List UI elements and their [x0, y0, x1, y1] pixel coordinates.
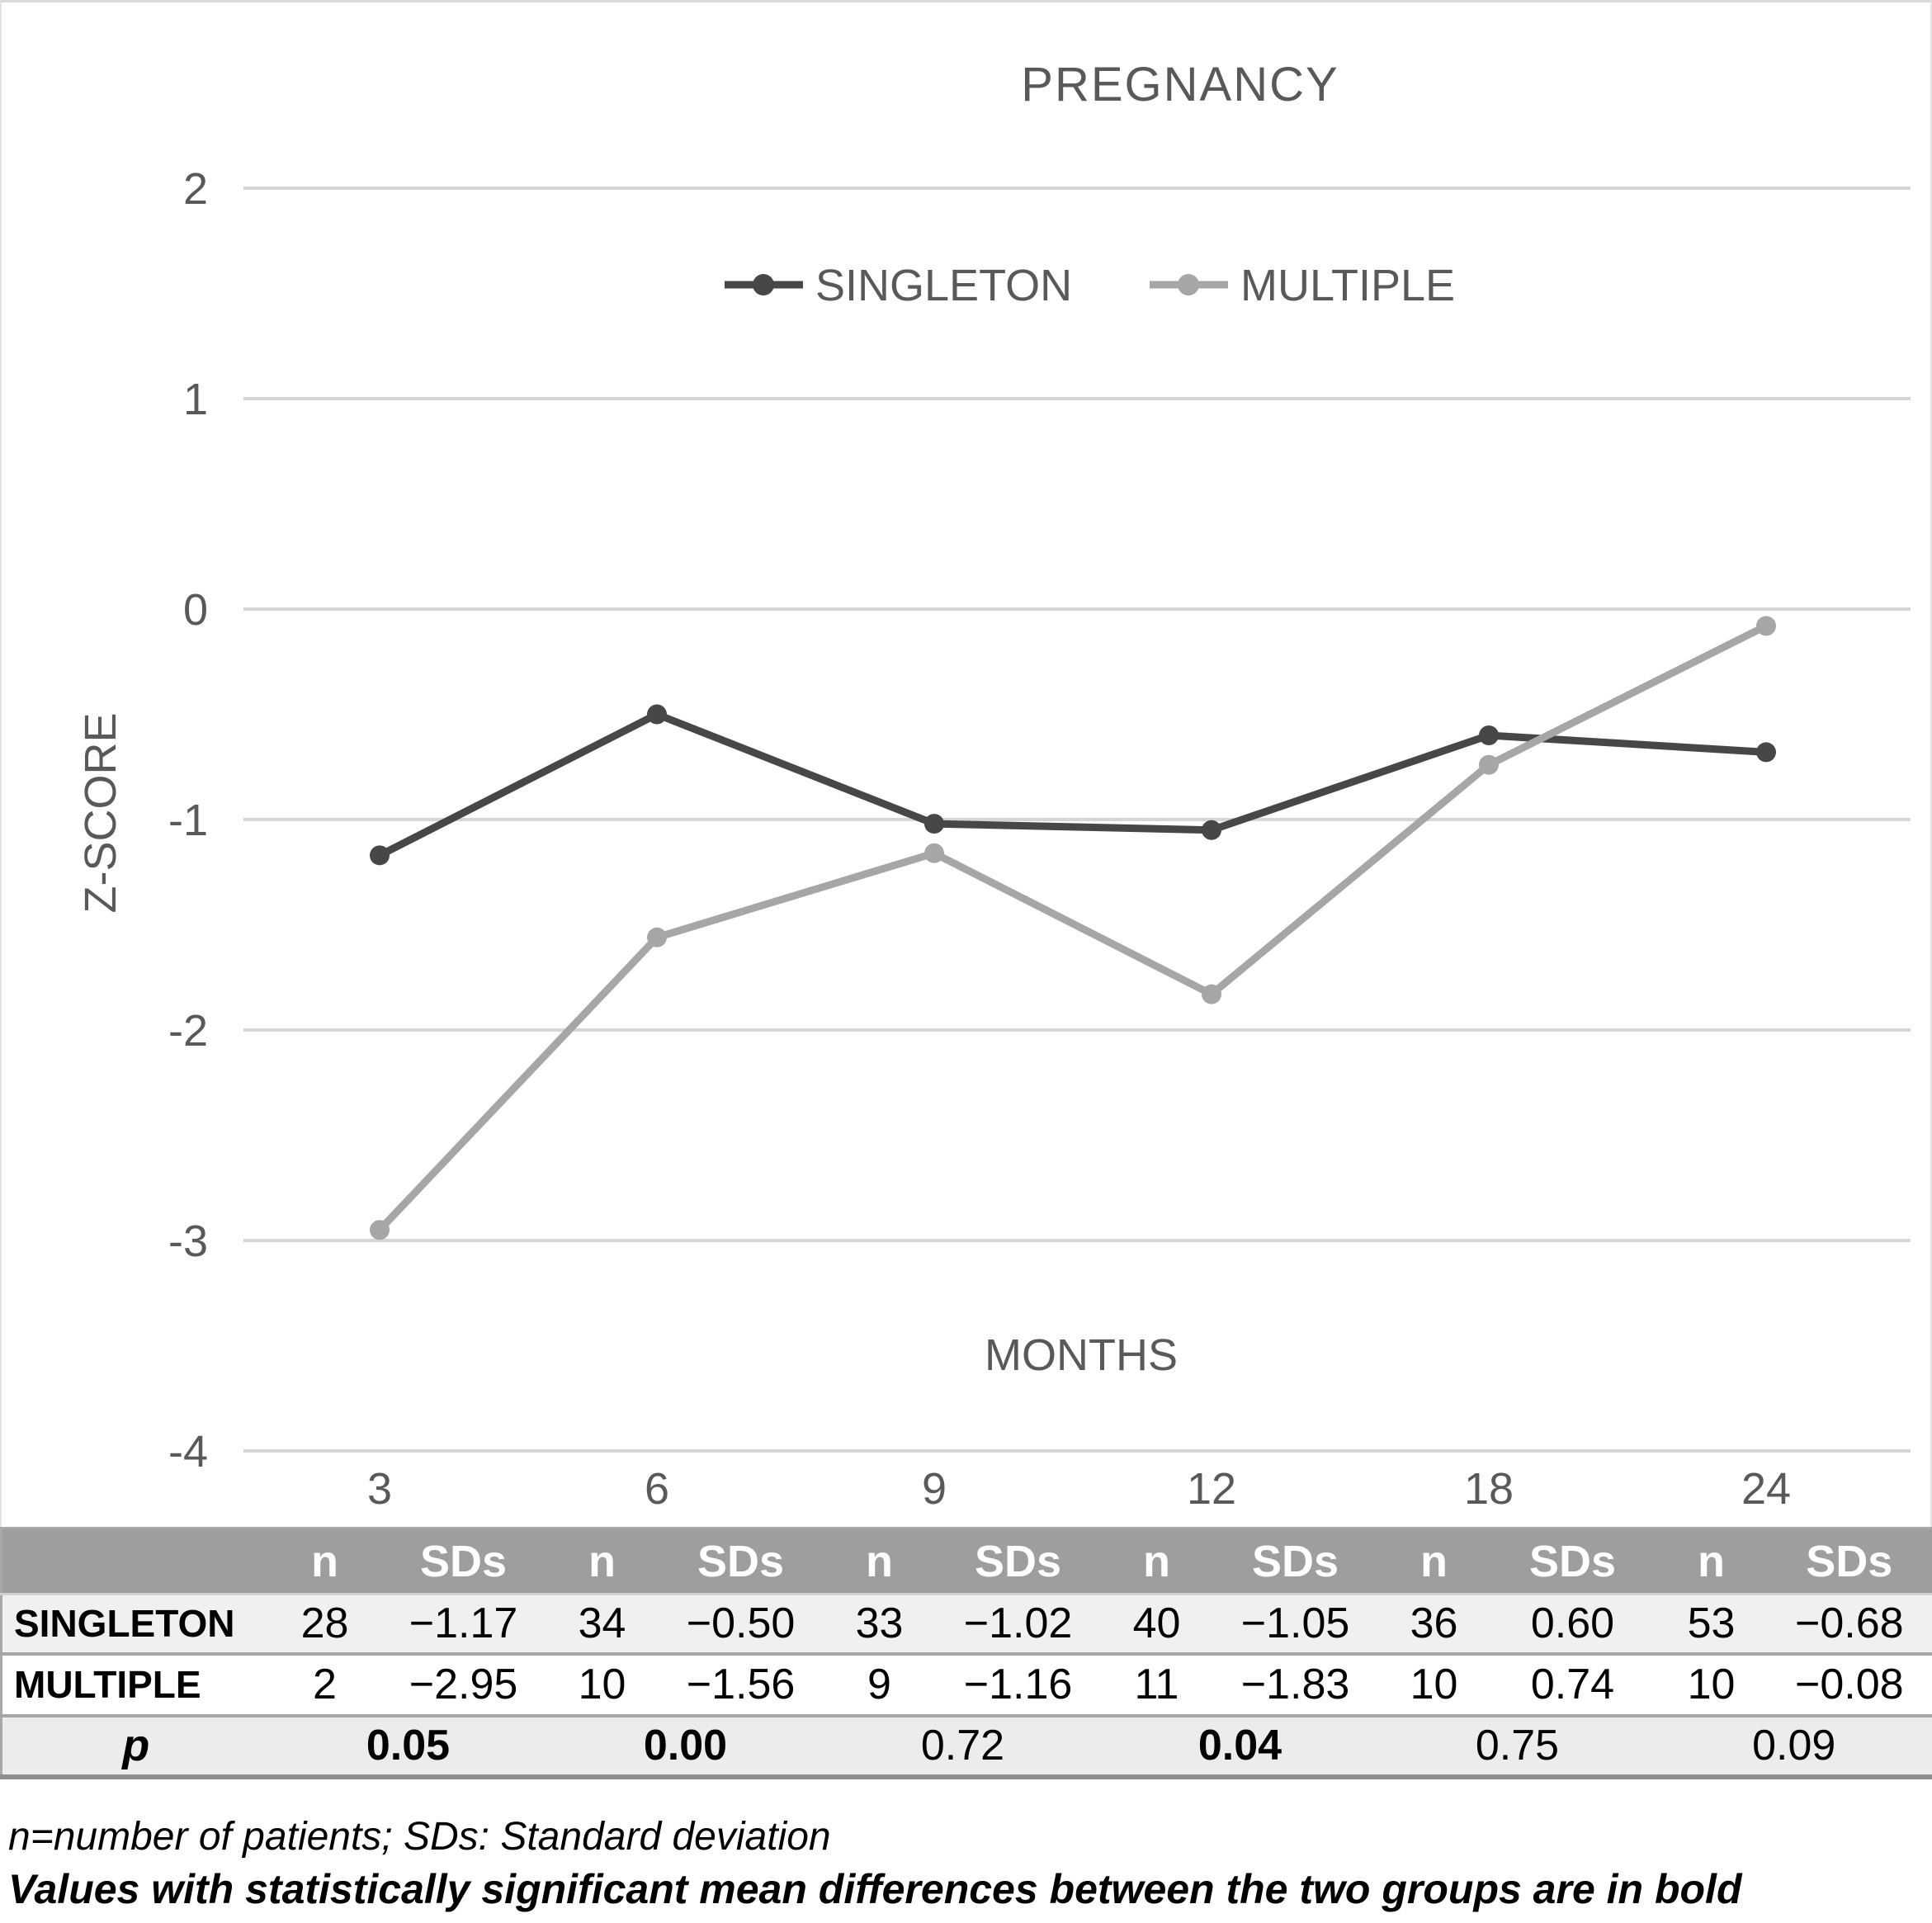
- legend-label-singleton: SINGLETON: [815, 261, 1072, 310]
- table-cell: −1.83: [1240, 1661, 1350, 1708]
- chart-frame: [0, 0, 1932, 1527]
- table-header-row: n SDs n SDs n SDs n SDs n SDs n SDs: [1, 1528, 1932, 1595]
- data-point-multiple: [370, 1220, 390, 1240]
- series-line-multiple: [376, 622, 1769, 1233]
- col-header-n: n: [1698, 1536, 1725, 1586]
- table-cell: −1.56: [686, 1661, 796, 1708]
- footnote-bold-note: Values with statistically significant me…: [8, 1866, 1742, 1912]
- table-cell: 10: [1410, 1661, 1458, 1708]
- table-cell: 11: [1134, 1661, 1179, 1708]
- data-point-multiple: [924, 843, 944, 863]
- p-value-cell: 0.04: [1197, 1722, 1282, 1769]
- table-cell: 33: [855, 1599, 904, 1648]
- table-cell: 0.60: [1530, 1599, 1615, 1648]
- y-tick-label: -4: [168, 1427, 208, 1477]
- p-value-cell: 0.09: [1752, 1722, 1836, 1769]
- p-value-cell: 0.72: [920, 1722, 1005, 1769]
- table-cell: 34: [578, 1599, 626, 1648]
- p-row-label: p: [122, 1721, 150, 1770]
- p-value-cell: 0.05: [366, 1722, 451, 1769]
- stats-table: n SDs n SDs n SDs n SDs n SDs n SDs SINGLETON 28 −1.17…: [0, 1527, 1932, 1779]
- p-value-cell: 0.00: [643, 1722, 728, 1769]
- table-cell: −2.95: [409, 1661, 518, 1708]
- data-point-multiple: [647, 927, 667, 947]
- table-row-singleton: SINGLETON 28 −1.17 34 −0.50 33 −1.02 40 −1.05 36 0…: [1, 1594, 1932, 1654]
- row-label: MULTIPLE: [14, 1663, 201, 1706]
- data-point-multiple: [1479, 754, 1499, 775]
- col-header-sds: SDs: [1528, 1536, 1617, 1586]
- pregnancy-chart-svg: 2 1 0 -1 -2 -3 -4 3 6 9 12 18 24 PREGNANCY Z-SCORE MONT…: [76, 58, 1911, 1514]
- table-cell: −0.08: [1794, 1661, 1904, 1708]
- col-header-sds: SDs: [697, 1536, 785, 1586]
- table-row-p: p 0.05 0.00 0.72 0.04 0.75 0.09: [1, 1715, 1932, 1777]
- table-cell: −1.05: [1240, 1599, 1350, 1648]
- legend-marker-icon: [753, 274, 774, 295]
- table-cell: 9: [867, 1661, 891, 1708]
- x-tick-label: 9: [922, 1464, 947, 1514]
- table-cell: −1.02: [963, 1599, 1073, 1648]
- y-tick-label: -1: [168, 796, 208, 845]
- p-value-cell: 0.75: [1475, 1722, 1560, 1769]
- data-point-singleton: [1479, 725, 1499, 745]
- col-header-n: n: [588, 1536, 616, 1586]
- row-label: SINGLETON: [14, 1602, 235, 1646]
- x-axis-title: MONTHS: [985, 1330, 1178, 1380]
- data-point-singleton: [1756, 742, 1776, 763]
- y-tick-label: 0: [183, 585, 208, 635]
- data-point-singleton: [370, 845, 390, 866]
- table-cell: 2: [313, 1661, 337, 1708]
- table-cell: 36: [1410, 1599, 1458, 1648]
- col-header-sds: SDs: [419, 1536, 508, 1586]
- y-tick-label: -2: [168, 1006, 208, 1056]
- table-cell: 28: [300, 1599, 349, 1648]
- table-cell: −0.68: [1794, 1599, 1904, 1648]
- table-cell: 10: [1687, 1661, 1736, 1708]
- table-cell: 53: [1687, 1599, 1736, 1648]
- table-cell: 0.74: [1530, 1661, 1615, 1708]
- table-cell: −0.50: [686, 1599, 796, 1648]
- col-header-n: n: [1420, 1536, 1448, 1586]
- legend-marker-icon: [1178, 274, 1199, 295]
- stats-table-body: n SDs n SDs n SDs n SDs n SDs n SDs SINGLETON 28 −1.17…: [1, 1528, 1932, 1777]
- col-header-n: n: [311, 1536, 338, 1586]
- col-header-n: n: [866, 1536, 893, 1586]
- series-line-singleton: [377, 711, 1767, 859]
- x-tick-label: 6: [645, 1464, 669, 1514]
- col-header-sds: SDs: [1251, 1536, 1339, 1586]
- data-point-multiple: [1756, 616, 1776, 636]
- footnote-abbreviations: n=number of patients; SDs: Standard devi…: [8, 1815, 831, 1859]
- data-point-multiple: [1202, 984, 1221, 1004]
- table-header-spacer: [2, 1528, 270, 1595]
- table-cell: 10: [578, 1661, 626, 1708]
- col-header-sds: SDs: [1806, 1536, 1893, 1586]
- x-tick-label: 12: [1187, 1464, 1236, 1514]
- y-tick-label: 1: [183, 375, 208, 424]
- col-header-sds: SDs: [974, 1536, 1062, 1586]
- table-cell: 40: [1132, 1599, 1181, 1648]
- data-point-singleton: [1202, 820, 1221, 840]
- col-header-n: n: [1143, 1536, 1170, 1586]
- legend-label-multiple: MULTIPLE: [1240, 261, 1455, 310]
- y-axis-title: Z-SCORE: [76, 713, 125, 914]
- chart-title: PREGNANCY: [1021, 58, 1339, 111]
- y-tick-label: 2: [183, 164, 208, 214]
- x-tick-label: 24: [1741, 1464, 1791, 1514]
- y-tick-label: -3: [168, 1217, 208, 1266]
- table-row-multiple: MULTIPLE 2 −2.95 10 −1.56 9 −1.16 11 −1.83 10 0.74…: [1, 1653, 1932, 1716]
- table-cell: −1.16: [963, 1661, 1073, 1708]
- data-point-singleton: [924, 814, 944, 834]
- x-tick-label: 18: [1464, 1464, 1514, 1514]
- x-tick-label: 3: [367, 1464, 392, 1514]
- table-cell: −1.17: [409, 1599, 518, 1648]
- data-point-singleton: [647, 704, 667, 725]
